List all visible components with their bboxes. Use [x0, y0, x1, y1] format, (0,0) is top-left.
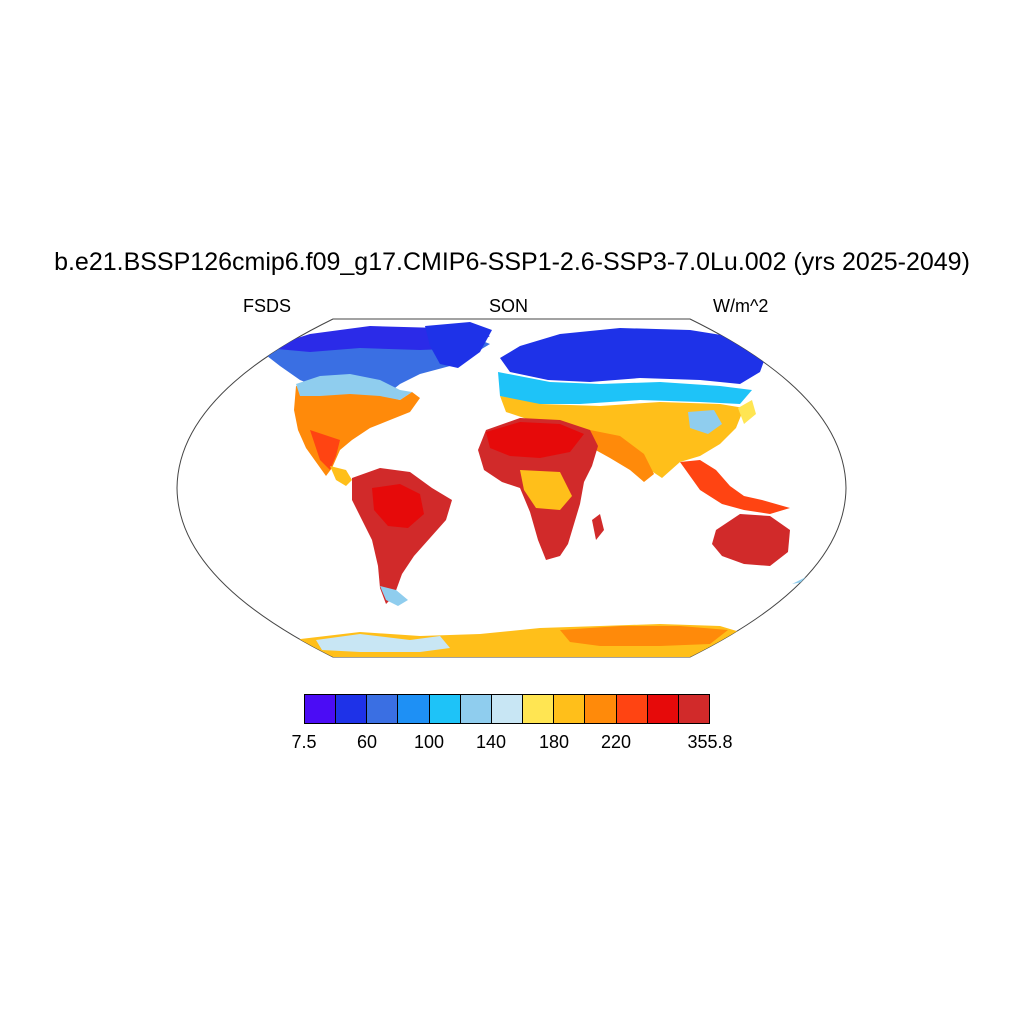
- australia: [712, 514, 790, 566]
- colorbar-box: [585, 695, 617, 723]
- colorbar-box: [491, 695, 524, 723]
- southeast-asia: [680, 460, 790, 514]
- north-america-canada: [296, 374, 412, 400]
- colorbar-tick-label: 7.5: [291, 732, 317, 752]
- colorbar-box: [678, 695, 710, 723]
- tibet: [688, 410, 722, 434]
- colorbar: [304, 694, 710, 724]
- units-label: W/m^2: [713, 296, 769, 316]
- colorbar-box: [554, 695, 586, 723]
- arctic-band-eurasia: [500, 328, 768, 384]
- madagascar: [592, 514, 604, 540]
- colorbar-tick-label: 220: [600, 732, 632, 752]
- colorbar-box: [305, 695, 337, 723]
- colorbar-box: [523, 695, 555, 723]
- colorbar-tick-label: 180: [538, 732, 570, 752]
- colorbar-tick-label: 140: [475, 732, 507, 752]
- colorbar-box: [429, 695, 461, 723]
- sahara: [486, 422, 584, 458]
- colorbar-tick-label: 355.8: [687, 732, 733, 752]
- central-america: [330, 466, 352, 486]
- colorbar-box: [616, 695, 648, 723]
- antarctica-east: [560, 626, 728, 646]
- europe-asia: [500, 396, 744, 478]
- colorbar-tick-label: 60: [356, 732, 378, 752]
- colorbar-box: [647, 695, 679, 723]
- eurasia-subarctic: [498, 372, 752, 404]
- variable-label: FSDS: [243, 296, 292, 316]
- central-africa: [520, 470, 572, 510]
- south-america-interior: [372, 484, 424, 528]
- antarctica-peninsula: [316, 634, 450, 652]
- colorbar-box: [460, 695, 492, 723]
- japan: [738, 400, 756, 424]
- north-america-south: [310, 430, 340, 470]
- colorbar-box: [367, 695, 399, 723]
- colorbar-box: [336, 695, 368, 723]
- colorbar-box: [398, 695, 430, 723]
- middle-east-india: [580, 428, 654, 482]
- colorbar-tick-label: 100: [413, 732, 445, 752]
- greenland: [425, 322, 492, 368]
- south-america-tip: [380, 586, 408, 606]
- season-label: SON: [489, 296, 529, 316]
- map-title: b.e21.BSSP126cmip6.f09_g17.CMIP6-SSP1-2.…: [54, 248, 970, 276]
